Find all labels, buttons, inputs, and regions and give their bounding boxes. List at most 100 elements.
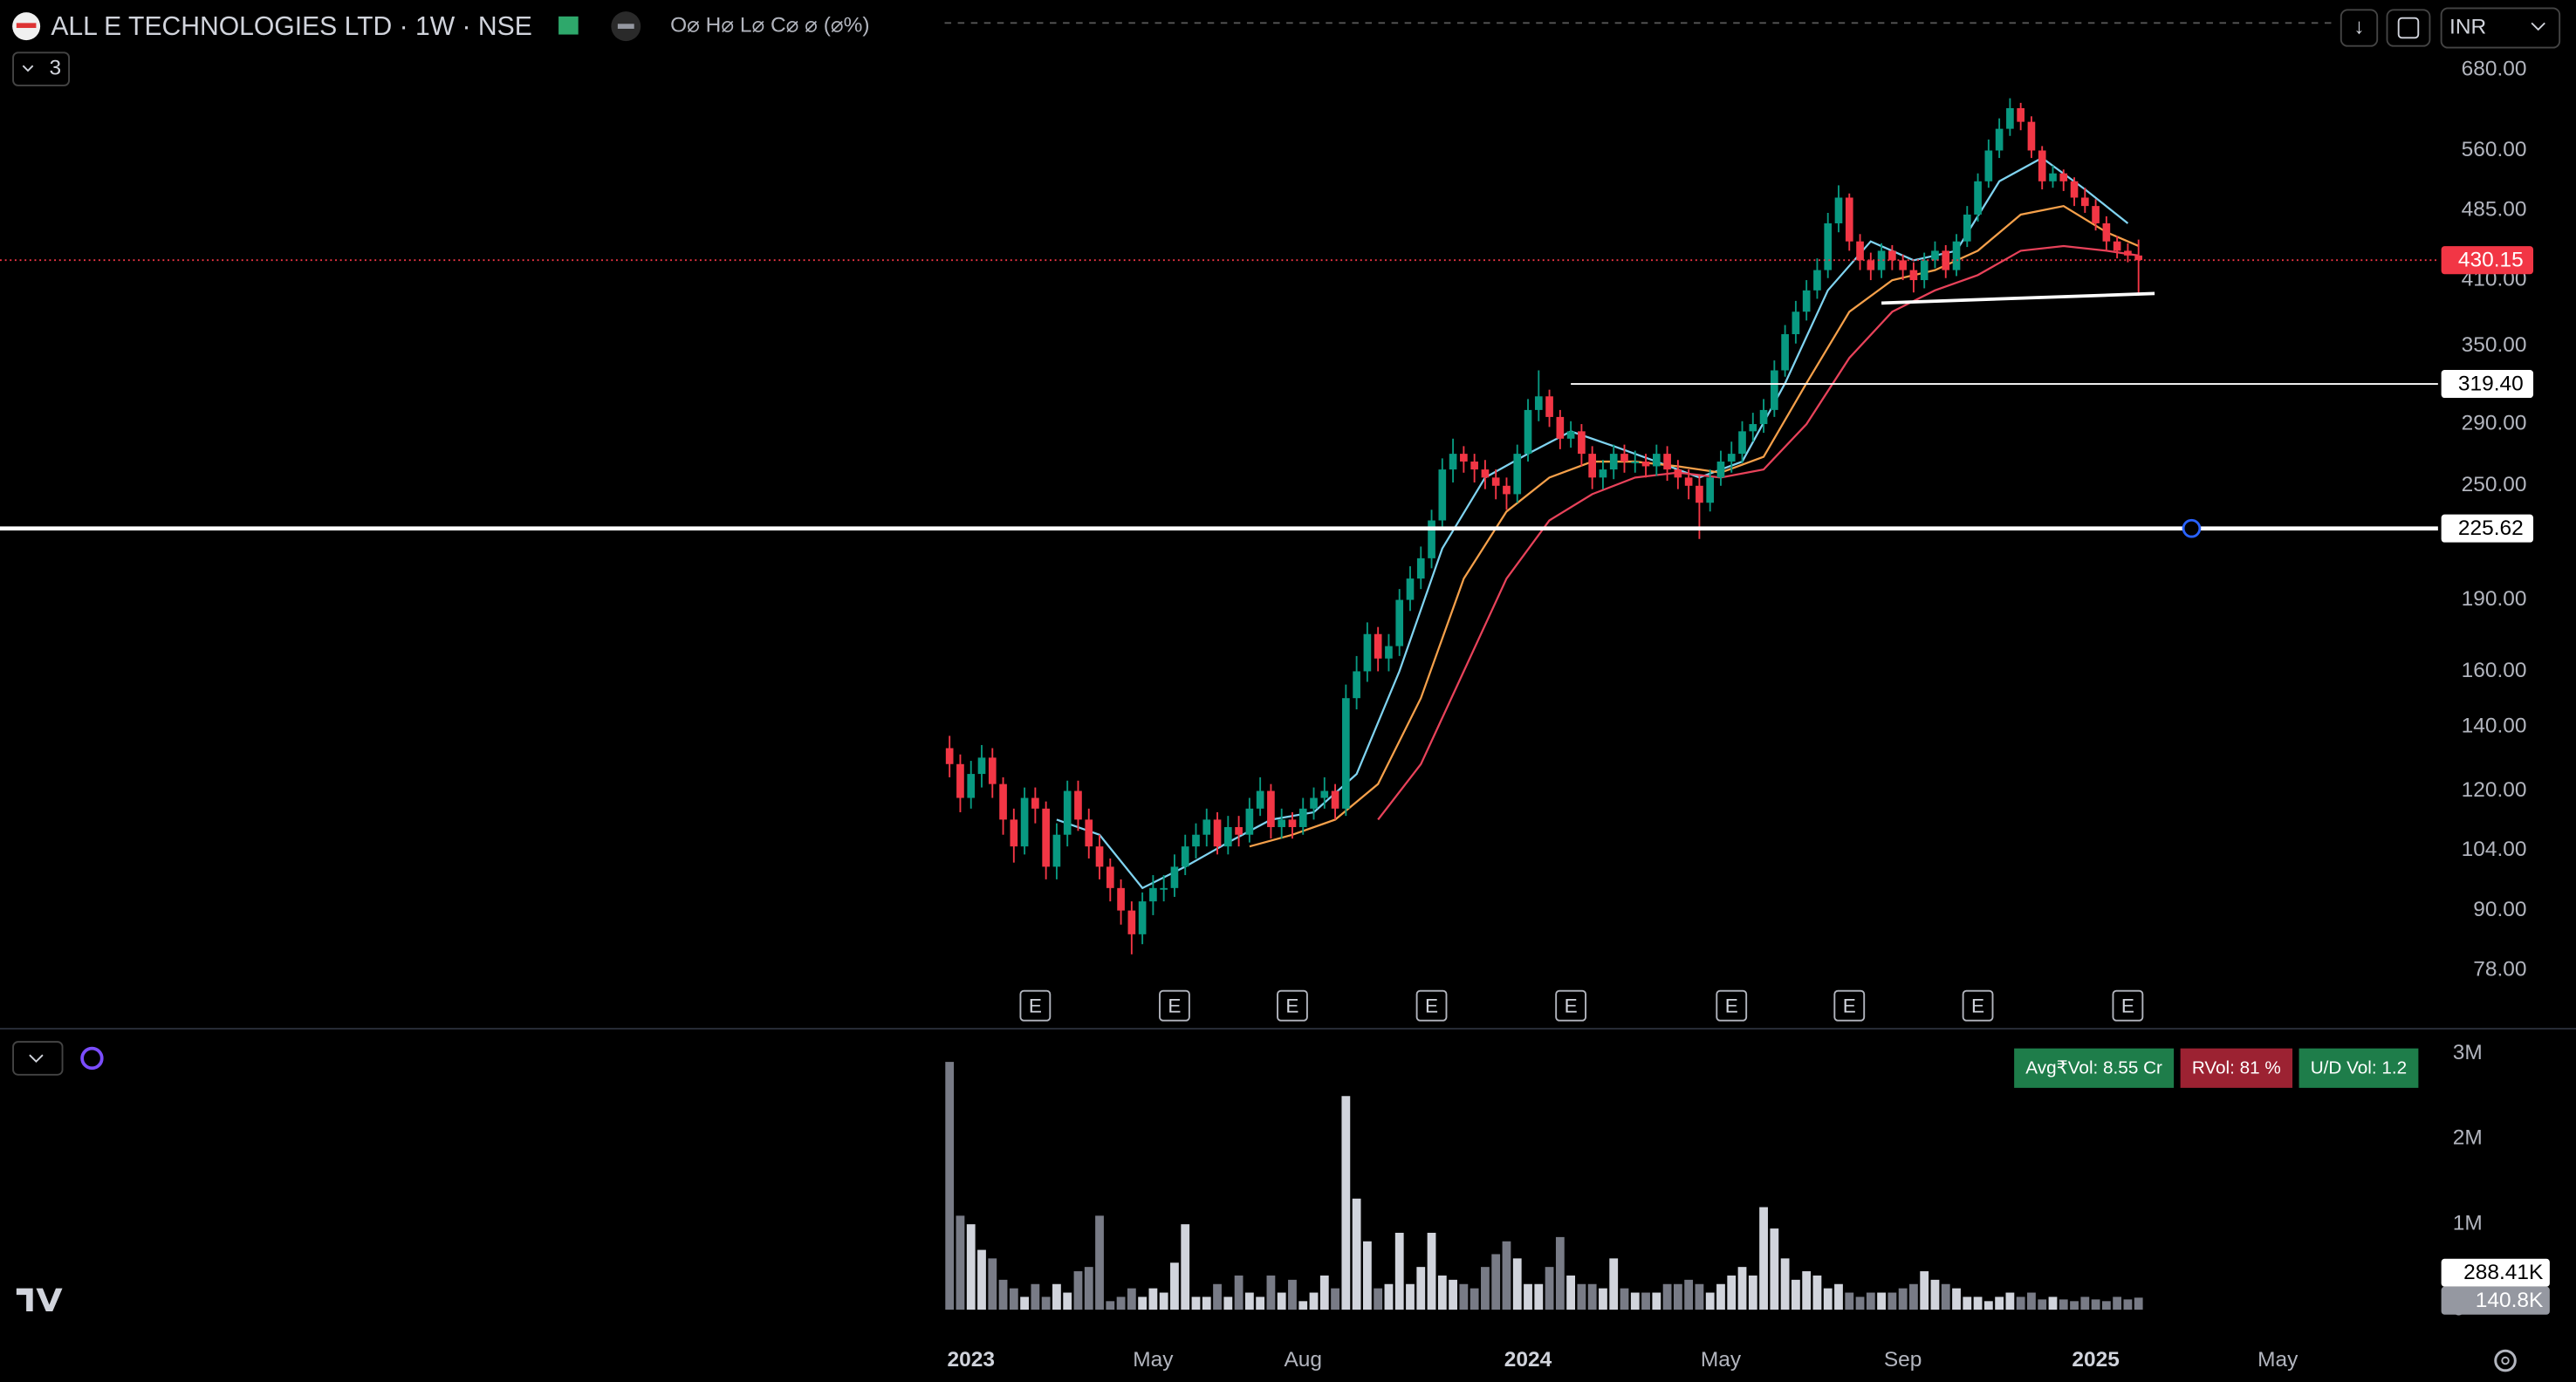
candle-body (1749, 424, 1757, 432)
candle-body (2124, 250, 2132, 256)
candle-body (2006, 107, 2014, 129)
ohlc-values: O⌀ H⌀ L⌀ C⌀ ⌀ (⌀%) (670, 14, 869, 38)
y-tick-label: 140.00 (2462, 715, 2527, 738)
volume-bar (2123, 1299, 2133, 1310)
candle-body (1952, 241, 1961, 270)
volume-bar (1394, 1232, 1404, 1310)
candle-body (1052, 834, 1061, 867)
currency-select[interactable] (2440, 7, 2561, 49)
volume-bar (998, 1279, 1008, 1310)
volume-bar (1191, 1296, 1201, 1310)
volume-bar (1780, 1258, 1790, 1310)
candle-body (1566, 431, 1575, 439)
candle-body (1406, 578, 1415, 600)
earnings-label: E (1565, 995, 1578, 1017)
indicator-toggle[interactable] (12, 51, 71, 86)
volume-bar (1684, 1279, 1694, 1310)
volume-bar (1437, 1275, 1447, 1310)
candle-body (1460, 454, 1468, 462)
candle-body (1684, 477, 1693, 486)
candle-body (945, 748, 954, 764)
earnings-label: E (2121, 995, 2134, 1017)
candle-body (977, 757, 986, 775)
earnings-label: E (1425, 995, 1438, 1017)
volume-bar (1063, 1292, 1072, 1310)
fullscreen-button[interactable] (2386, 9, 2431, 47)
volume-bar (2048, 1296, 2058, 1310)
volume-toggle[interactable] (12, 1041, 64, 1076)
indicator-chevron (22, 65, 34, 72)
settings-icon-core (2501, 1356, 2510, 1365)
volume-bar (1930, 1279, 1940, 1310)
level-label: 319.40 (2458, 372, 2524, 395)
volume-bar (1534, 1283, 1544, 1310)
volume-bar (1352, 1198, 1361, 1310)
candle-body (1449, 454, 1457, 470)
volume-bar (1244, 1292, 1254, 1310)
candle-body (1963, 214, 1971, 242)
volume-bar (1673, 1283, 1682, 1310)
candle-body (1696, 485, 1703, 503)
candle-body (1781, 334, 1789, 371)
candle-body (1942, 250, 1950, 270)
flag-icon[interactable] (558, 16, 579, 35)
volume-bar (2091, 1299, 2100, 1310)
y-tick-label: 3M (2453, 1041, 2483, 1064)
earnings-label: E (1168, 995, 1181, 1017)
volume-bar (1759, 1207, 1768, 1310)
settings-icon[interactable] (2494, 1349, 2517, 1372)
volume-bar (1512, 1258, 1522, 1310)
candle-body (1641, 462, 1650, 467)
volume-label: 140.8K (2476, 1289, 2544, 1312)
volume-bar (1705, 1292, 1715, 1310)
y-tick-label: 160.00 (2462, 659, 2527, 682)
earnings-label: E (1285, 995, 1298, 1017)
refresh-icon[interactable] (80, 1046, 104, 1071)
candle-body (1353, 671, 1360, 699)
candle-body (2049, 173, 2057, 181)
volume-bar (2038, 1299, 2047, 1310)
volume-bar (1695, 1283, 1704, 1310)
volume-bar (1770, 1228, 1779, 1310)
candle-body (1974, 181, 1982, 215)
volume-bar (2005, 1292, 2015, 1310)
candle-body (1652, 454, 1661, 467)
volume-bar (1802, 1271, 1812, 1310)
volume-bar (1384, 1283, 1394, 1310)
volume-label: 288.41K (2463, 1261, 2544, 1284)
level-handle (2182, 518, 2202, 538)
candle-body (1149, 887, 1157, 902)
volume-bar (1952, 1288, 1961, 1310)
volume-bar (1170, 1262, 1179, 1310)
earnings-marker (1159, 989, 1190, 1022)
candle-body (1716, 462, 1725, 478)
volume-bar (1277, 1292, 1286, 1310)
download-icon: ↓ (2353, 15, 2364, 38)
volume-label-box (2441, 1258, 2550, 1287)
volume-chevron (29, 1054, 44, 1064)
candle-body (2134, 255, 2143, 261)
candle-body (1342, 698, 1350, 809)
volume-bar (1416, 1267, 1426, 1310)
candle-body (1513, 454, 1522, 495)
volume-bar (1374, 1288, 1383, 1310)
download-button[interactable] (2340, 9, 2379, 47)
candle-body (1310, 797, 1318, 809)
moving-average (1249, 204, 2140, 848)
candle-body (1706, 477, 1715, 503)
volume-bar (1941, 1283, 1950, 1310)
candle-body (1481, 469, 1490, 478)
volume-bar (1652, 1292, 1661, 1310)
candle-body (1106, 866, 1114, 888)
volume-bar (1898, 1288, 1908, 1310)
candle-body (2092, 206, 2100, 223)
volume-bar (1127, 1288, 1136, 1310)
earnings-label: E (1971, 995, 1984, 1017)
trend-line (1881, 291, 2155, 305)
volume-bar (1234, 1275, 1243, 1310)
x-tick-label: Aug (1284, 1348, 1322, 1372)
volume-bar (1545, 1267, 1554, 1310)
earnings-marker (1019, 989, 1052, 1022)
earnings-marker (1962, 989, 1994, 1022)
volume-bar (1737, 1267, 1747, 1310)
